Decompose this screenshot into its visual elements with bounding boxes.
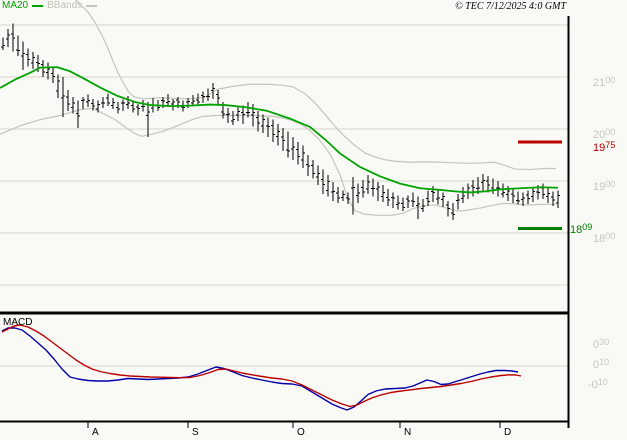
macd-tick-label: -010 [588,377,608,391]
ma20-line [0,66,559,194]
macd-tick-label: 030 [593,337,610,351]
price-tick-label: 1800 [593,231,616,245]
legend-ma20-label: MA20 [2,0,29,11]
month-label: D [504,427,512,438]
month-label: O [297,427,305,438]
legend-bbands-label: BBands [47,0,83,11]
bb-upper [75,0,556,171]
macd-tick-label: 010 [593,357,610,371]
ma20-curve [0,66,559,194]
gridlines [0,24,569,367]
support-value-label: 1809 [570,222,593,237]
legend-bbands-line-swatch [86,5,98,7]
bollinger-bands [0,0,556,216]
month-label: N [404,427,412,438]
ohlc-bars [1,23,560,220]
copyright-text: © TEC 7/12/2025 4:0 GMT [455,1,566,12]
bb-lower [0,107,556,216]
macd-MACD [1,327,519,411]
month-label: A [92,427,99,438]
macd-label: MACD [3,317,33,328]
macd-signal [1,324,522,408]
price-tick-label: 1900 [593,179,616,193]
resistance-value-label: 1975 [593,140,616,154]
legend-ma20-line-swatch [32,5,44,7]
axes [0,16,570,428]
support-resistance-lines [518,140,562,230]
macd-lines [1,324,522,411]
price-tick-label: 2100 [593,75,616,89]
legend: MA20 BBands [2,0,101,12]
price-tick-label: 2000 [593,127,616,141]
month-label: S [192,427,199,438]
